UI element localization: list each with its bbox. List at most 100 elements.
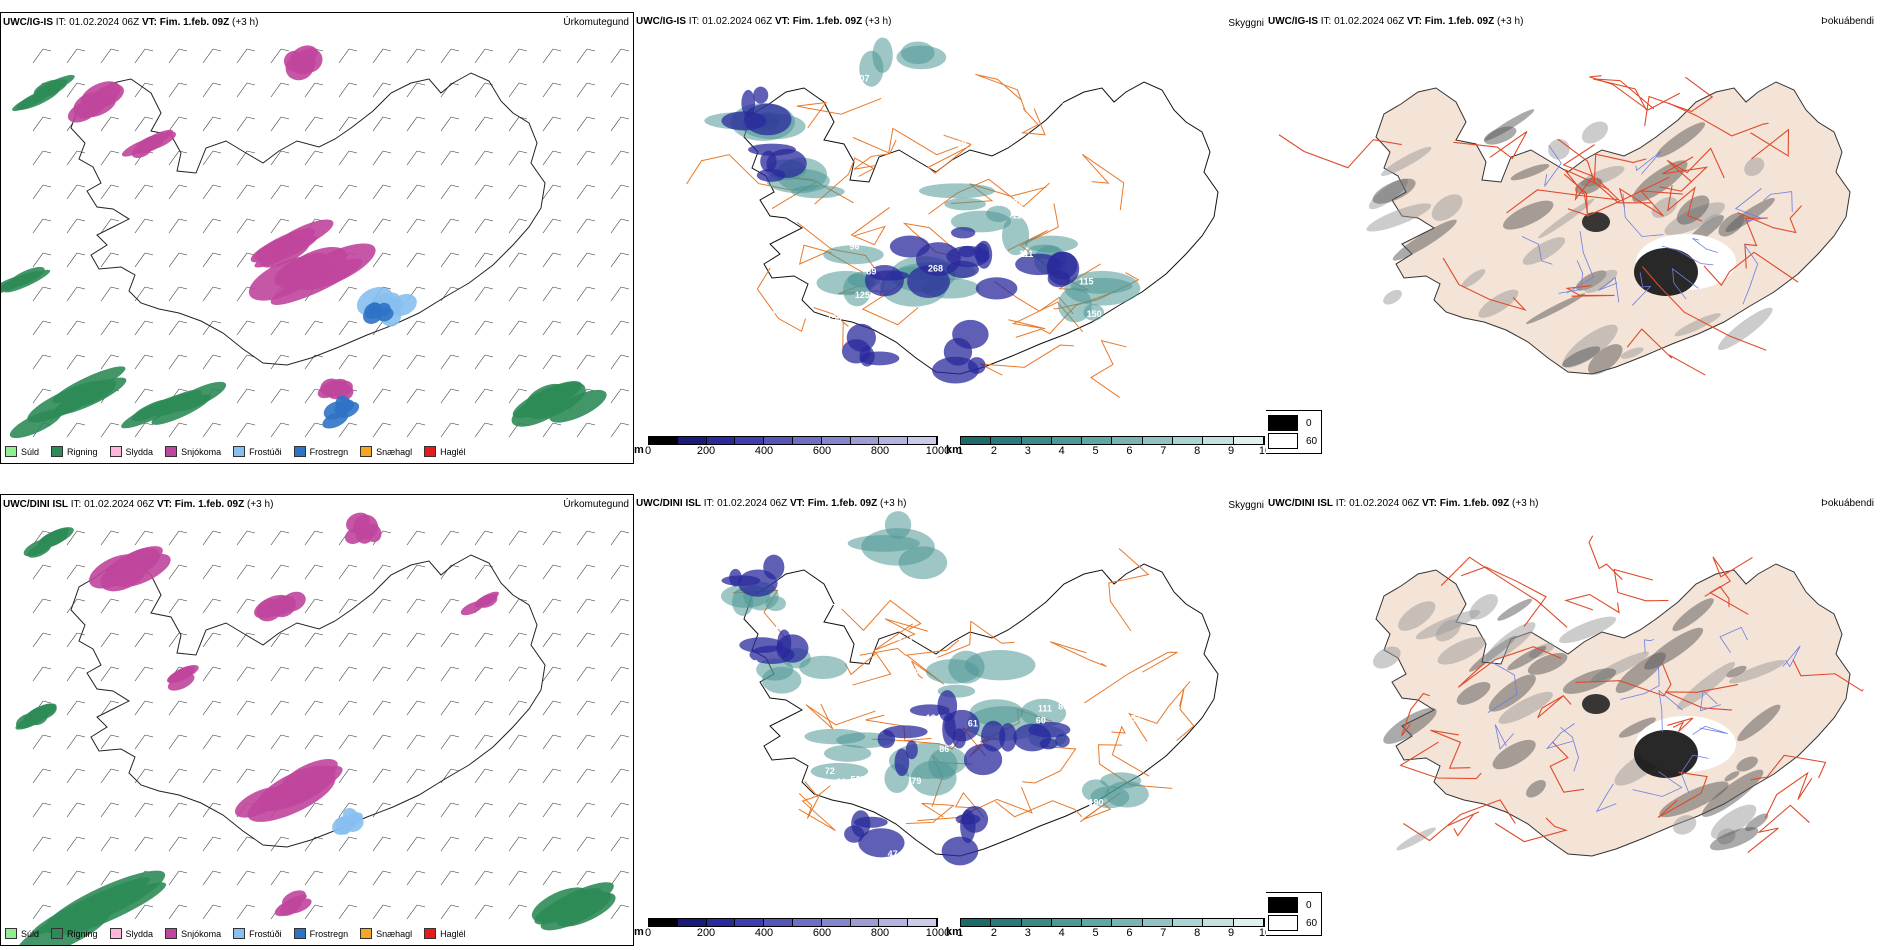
river (1734, 188, 1765, 223)
wind-barb (236, 700, 248, 716)
ceiling-value-label: 125 (855, 290, 870, 300)
wind-barb (474, 82, 486, 98)
ceiling-value-label: 86 (939, 744, 949, 754)
ceiling-value-label: 102 (1006, 130, 1021, 140)
ceiling-area (877, 729, 896, 749)
wind-barb-flag (314, 530, 324, 534)
ceiling-value-label: 22 (1013, 198, 1023, 208)
wind-barb-flag (348, 354, 358, 358)
wind-barb-flag (144, 598, 154, 602)
wind-barb-flag (42, 48, 52, 52)
road (1564, 593, 1620, 614)
road (1562, 144, 1595, 202)
ceiling-value-label: 60 (1036, 715, 1046, 725)
wind-barb-flag (246, 530, 256, 534)
wind-barb-flag (620, 82, 630, 86)
wind-barb (236, 184, 248, 200)
wind-barb-flag (552, 48, 562, 52)
ceiling-value-label: 57 (1131, 713, 1141, 723)
wind-barb (202, 354, 214, 370)
visibility-area (804, 728, 866, 745)
legend-swatch (109, 928, 122, 939)
wind-barb (406, 116, 418, 132)
wind-barb (372, 836, 384, 852)
wind-barb (610, 904, 622, 920)
ceiling-value-label: 116 (894, 163, 909, 173)
wind-barb-flag (348, 836, 358, 840)
ceiling-area (943, 337, 973, 366)
wind-barb (440, 184, 452, 200)
road (1111, 725, 1150, 777)
wind-barb (542, 286, 554, 302)
road (975, 73, 1027, 113)
wind-barb-flag (348, 116, 358, 120)
visibility-area (799, 655, 848, 679)
river (1622, 193, 1664, 237)
wind-barb-flag (382, 734, 392, 738)
wind-barb-flag (314, 116, 324, 120)
visibility-area (1100, 772, 1142, 789)
scale-swatch (850, 919, 880, 926)
fog-legend-label: 60 (1306, 435, 1318, 447)
wind-barb-flag (416, 320, 426, 324)
wind-barb-flag (518, 734, 528, 738)
road (756, 267, 806, 333)
wind-barb-flag (484, 252, 494, 256)
panel-title: UWC/DINI ISL IT: 01.02.2024 06Z VT: Fim.… (3, 499, 274, 510)
visibility-area (823, 245, 884, 265)
wind-barb (610, 82, 622, 98)
visibility-area (816, 270, 876, 296)
wind-barb-flag (314, 82, 324, 86)
wind-barb-flag (76, 598, 86, 602)
wind-barb (372, 598, 384, 614)
wind-barb (440, 116, 452, 132)
ceiling-area (967, 357, 986, 374)
legend-item: Slydda (109, 446, 153, 457)
wind-barb (338, 354, 350, 370)
wind-barb-flag (586, 632, 596, 636)
wind-barb-flag (484, 320, 494, 324)
legend-label: Slydda (125, 928, 154, 939)
scale-tick-label: 10 (1258, 445, 1266, 457)
river (1487, 661, 1518, 713)
wind-barb (576, 252, 588, 268)
wind-barb (576, 286, 588, 302)
wind-barb (474, 218, 486, 234)
wind-barb-flag (620, 632, 630, 636)
visibility-area (761, 666, 802, 694)
wind-barb-flag (552, 700, 562, 704)
legend-label: Súld (21, 446, 40, 457)
legend-label: Snæhagl (376, 446, 413, 457)
wind-barb (168, 802, 180, 818)
wind-barb (202, 184, 214, 200)
road (1494, 817, 1568, 843)
wind-barb (406, 218, 418, 234)
wind-barb-flag (76, 252, 86, 256)
wind-barb-flag (76, 564, 86, 568)
ceiling-value-label: 120 (898, 637, 913, 647)
wind-barb (338, 836, 350, 852)
wind-barb (610, 564, 622, 580)
ceiling-area (753, 86, 769, 104)
wind-barb-flag (314, 320, 324, 324)
ceiling-area (776, 634, 809, 663)
wind-barb-flag (348, 666, 358, 670)
wind-barb-flag (110, 218, 120, 222)
wind-barb-flag (382, 48, 392, 52)
wind-barb (168, 530, 180, 546)
wind-barb (406, 734, 418, 750)
road (1626, 328, 1706, 376)
wind-barb (304, 320, 316, 336)
wind-barb-flag (518, 150, 528, 154)
fog-area (1726, 665, 1747, 678)
scale-swatch (1203, 919, 1234, 926)
wind-barb (236, 286, 248, 302)
wind-barb (474, 388, 486, 404)
fog-legend-item: 60 (1268, 432, 1317, 450)
wind-barb-flag (450, 286, 460, 290)
fog-area (1744, 157, 1765, 177)
wind-barb (576, 768, 588, 784)
fog-area (1710, 804, 1757, 839)
fog-area (1701, 213, 1724, 233)
wind-barb-flag (416, 530, 426, 534)
